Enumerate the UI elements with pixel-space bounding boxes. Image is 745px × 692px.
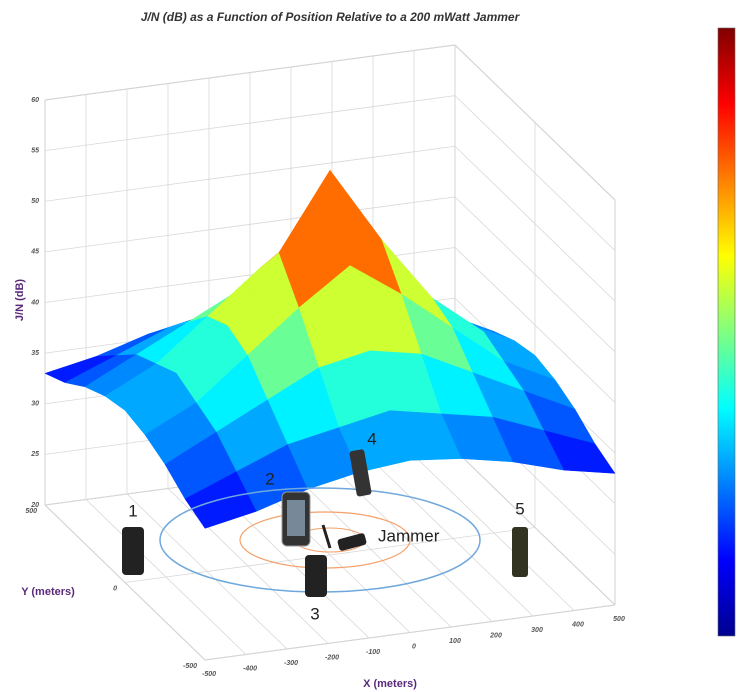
colorbar bbox=[717, 27, 736, 637]
z-tick-label: 45 bbox=[30, 249, 39, 256]
annotation: Jammer bbox=[378, 526, 440, 545]
surface bbox=[44, 169, 616, 529]
z-tick-label: 25 bbox=[30, 451, 39, 458]
x-tick-label: -100 bbox=[366, 649, 380, 656]
chart-title: J/N (dB) as a Function of Position Relat… bbox=[141, 10, 521, 24]
z-axis-label: J/N (dB) bbox=[14, 279, 26, 322]
floor-decor bbox=[122, 449, 528, 597]
grid-line bbox=[124, 527, 536, 583]
annotation: 3 bbox=[310, 604, 319, 623]
z-tick-label: 20 bbox=[30, 502, 39, 509]
y-tick-label: 0 bbox=[113, 585, 117, 592]
z-tick-label: 35 bbox=[31, 350, 39, 357]
x-tick-label: 200 bbox=[489, 632, 502, 639]
z-tick-label: 60 bbox=[31, 97, 39, 104]
phone-icon bbox=[512, 527, 528, 577]
phone-icon bbox=[122, 527, 144, 575]
x-tick-label: -300 bbox=[284, 660, 298, 667]
x-tick-label: 400 bbox=[571, 621, 584, 628]
annotation: 2 bbox=[265, 469, 274, 488]
phone-icon bbox=[349, 449, 372, 497]
z-tick-label: 55 bbox=[31, 147, 39, 154]
x-tick-label: -500 bbox=[202, 671, 216, 678]
y-tick-label: 500 bbox=[25, 508, 37, 515]
jammer-antenna bbox=[321, 524, 332, 549]
jammer-icon bbox=[337, 533, 367, 551]
x-tick-label: -400 bbox=[243, 665, 257, 672]
grid-line bbox=[204, 604, 616, 661]
x-tick-label: 100 bbox=[449, 638, 461, 645]
phone-screen bbox=[287, 500, 305, 536]
z-tick-label: 30 bbox=[31, 401, 39, 408]
x-axis-label: X (meters) bbox=[363, 678, 417, 690]
annotation: 1 bbox=[128, 501, 137, 520]
annotation: 4 bbox=[367, 429, 376, 448]
y-axis-label: Y (meters) bbox=[21, 586, 75, 598]
x-tick-label: 300 bbox=[531, 627, 543, 634]
x-tick-label: -200 bbox=[325, 654, 339, 661]
x-tick-label: 500 bbox=[613, 616, 625, 623]
annotation: 5 bbox=[515, 499, 524, 518]
y-tick-label: -500 bbox=[183, 663, 197, 670]
x-tick-label: 0 bbox=[412, 643, 416, 650]
z-tick-label: 40 bbox=[30, 299, 39, 306]
phone-icon bbox=[305, 555, 327, 597]
z-tick-label: 50 bbox=[31, 198, 39, 205]
